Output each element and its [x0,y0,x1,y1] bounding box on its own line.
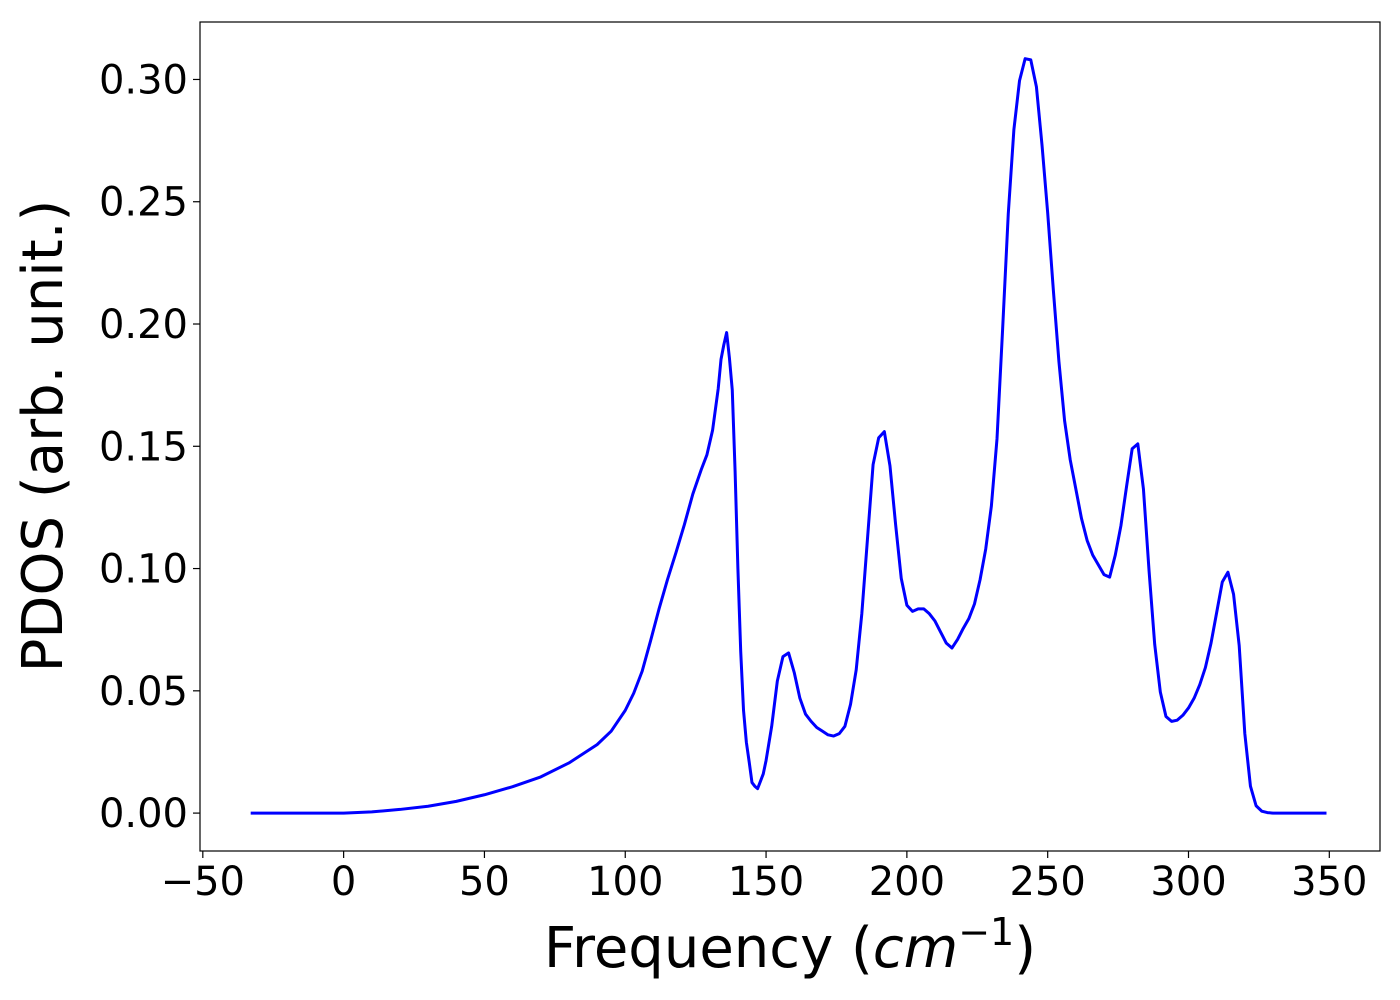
x-axis-label: Frequency (cm−1) [544,910,1036,981]
y-tick-label: 0.10 [99,547,188,593]
y-tick-label: 0.15 [99,424,188,470]
x-tick-label: 200 [869,859,945,905]
x-tick-label: 0 [331,859,356,905]
y-tick-label: 0.05 [99,669,188,715]
y-axis-label: PDOS (arb. unit.) [11,200,76,673]
y-axis: 0.00 0.05 0.10 0.15 0.20 0.25 0.30 [99,57,200,837]
y-tick-label: 0.25 [99,180,188,226]
x-tick-label: 300 [1150,859,1226,905]
y-tick-label: 0.20 [99,302,188,348]
plot-frame [199,21,1381,852]
plot-area [199,21,1381,852]
y-tick-label: 0.00 [99,791,188,837]
x-tick-label: 150 [728,859,804,905]
x-tick-label: 50 [459,859,510,905]
y-tick-label: 0.30 [99,57,188,103]
x-axis: −50 0 50 100 150 200 250 300 350 [161,851,1367,905]
pdos-series-line-0 [250,57,1327,815]
x-tick-label: 350 [1291,859,1367,905]
x-tick-label: 100 [587,859,663,905]
x-tick-label: −50 [161,859,245,905]
x-tick-label: 250 [1010,859,1086,905]
